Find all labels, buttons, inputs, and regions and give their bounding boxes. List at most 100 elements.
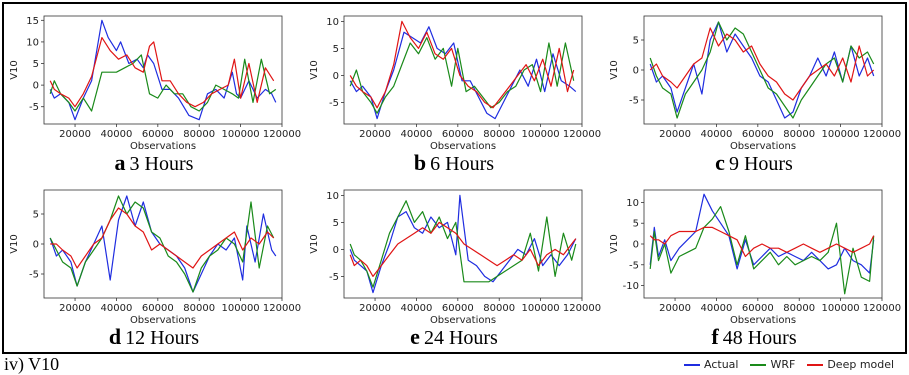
y-tick-label: 10 [626, 198, 639, 209]
chart-svg: 20000 40000 60000 80000 100000 120000 -5 0 5 Obse… [9, 189, 301, 326]
series-line-wrf [649, 206, 875, 295]
series-line-deep-model [649, 27, 875, 101]
legend-swatch-deep-model [807, 363, 824, 366]
x-tick-label: 20000 [659, 303, 691, 314]
y-tick-label: 5 [633, 36, 639, 47]
x-axis-label: Observations [130, 315, 196, 326]
panel-caption: e 24 Hours [304, 324, 604, 350]
y-tick-label: -10 [623, 281, 639, 292]
chart-svg: 20000 40000 60000 80000 100000 120000 -5 0 5 10 Ob… [309, 189, 601, 326]
x-tick-label: 80000 [483, 303, 515, 314]
x-tick-label: 60000 [742, 129, 774, 140]
x-tick-label: 60000 [442, 303, 474, 314]
x-tick-label: 80000 [483, 129, 515, 140]
chart-svg: 20000 40000 60000 80000 100000 120000 -5 0 5 10 15… [9, 15, 301, 152]
panel-title: 24 Hours [423, 327, 498, 349]
x-tick-label: 120000 [263, 129, 301, 140]
legend-item-actual: Actual [684, 358, 738, 371]
x-tick-label: 100000 [222, 303, 260, 314]
x-axis-label: Observations [730, 141, 796, 152]
x-tick-label: 40000 [701, 129, 733, 140]
panel-title: 48 Hours [722, 327, 797, 349]
legend-label-deep-model: Deep model [827, 358, 895, 371]
series-line-actual [649, 193, 875, 274]
y-axis-label: V10 [309, 60, 320, 80]
x-tick-label: 20000 [659, 129, 691, 140]
x-tick-label: 40000 [101, 303, 133, 314]
plot-area-frame [343, 189, 583, 299]
x-tick-label: 40000 [101, 129, 133, 140]
y-tick-label: 5 [33, 210, 39, 221]
panel-title: 9 Hours [728, 153, 793, 175]
chart-svg: 20000 40000 60000 80000 100000 120000 -10 -5 0 5 1… [609, 189, 901, 326]
x-tick-label: 120000 [263, 303, 301, 314]
panel-letter: d [108, 324, 122, 349]
y-tick-label: -5 [629, 260, 639, 271]
y-tick-label: 5 [333, 44, 339, 55]
chart-panel-c: 20000 40000 60000 80000 100000 120000 -5 0 5 Obse… [604, 4, 904, 179]
panel-title: 12 Hours [125, 327, 200, 349]
x-tick-label: 60000 [442, 129, 474, 140]
x-tick-label: 120000 [563, 303, 601, 314]
x-tick-label: 80000 [183, 303, 215, 314]
plot-area-frame [43, 15, 283, 125]
series-line-wrf [49, 54, 277, 112]
figure-frame [2, 2, 907, 354]
y-tick-label: -5 [29, 270, 39, 281]
series-line-actual [49, 19, 277, 121]
x-axis-label: Observations [730, 315, 796, 326]
y-tick-label: 0 [33, 240, 39, 251]
chart-panel-d: 20000 40000 60000 80000 100000 120000 -5 0 5 Obse… [4, 178, 304, 353]
panel-title: 3 Hours [129, 153, 194, 175]
panel-title: 6 Hours [430, 153, 495, 175]
x-tick-label: 20000 [59, 303, 91, 314]
series-line-wrf [349, 36, 575, 114]
chart-panel-f: 20000 40000 60000 80000 100000 120000 -10 -5 0 5 1… [604, 178, 904, 353]
y-tick-label: 15 [26, 16, 39, 27]
panel-letter: b [413, 150, 427, 175]
x-tick-label: 40000 [701, 303, 733, 314]
x-tick-label: 100000 [822, 303, 860, 314]
series-line-actual [349, 194, 577, 294]
series-line-deep-model [349, 221, 577, 278]
y-tick-label: 10 [326, 17, 339, 28]
series-line-wrf [649, 21, 875, 119]
panel-letter: c [715, 150, 725, 175]
chart-panel-a: 20000 40000 60000 80000 100000 120000 -5 0 5 10 15… [4, 4, 304, 179]
figure-label: iv) V10 [4, 354, 60, 374]
x-tick-label: 60000 [142, 129, 174, 140]
x-tick-label: 40000 [401, 303, 433, 314]
x-tick-label: 60000 [742, 303, 774, 314]
legend-item-wrf: WRF [750, 358, 795, 371]
y-axis-label: V10 [9, 234, 20, 254]
series-line-deep-model [49, 36, 275, 108]
y-tick-label: 0 [33, 81, 39, 92]
legend-label-wrf: WRF [770, 358, 796, 371]
y-tick-label: 5 [633, 219, 639, 230]
y-tick-label: 5 [33, 59, 39, 70]
y-axis-label: V10 [609, 60, 620, 80]
x-tick-label: 80000 [783, 129, 815, 140]
x-tick-label: 120000 [863, 303, 901, 314]
x-tick-label: 20000 [59, 129, 91, 140]
x-tick-label: 40000 [401, 129, 433, 140]
panel-caption: f 48 Hours [604, 324, 904, 350]
y-tick-label: -5 [29, 102, 39, 113]
y-tick-label: 0 [633, 66, 639, 77]
legend-item-deep-model: Deep model [807, 358, 894, 371]
series-line-wrf [349, 200, 577, 288]
x-tick-label: 60000 [142, 303, 174, 314]
y-axis-label: V10 [609, 234, 620, 254]
x-tick-label: 100000 [222, 129, 260, 140]
x-tick-label: 100000 [822, 129, 860, 140]
plot-area-frame [343, 15, 583, 125]
chart-svg: 20000 40000 60000 80000 100000 120000 -5 0 5 10 Ob… [309, 15, 601, 152]
legend-swatch-actual [684, 363, 700, 366]
series-line-actual [649, 21, 875, 119]
series-line-deep-model [349, 20, 575, 109]
y-tick-label: 5 [333, 218, 339, 229]
legend: Actual WRF Deep model [684, 358, 894, 371]
